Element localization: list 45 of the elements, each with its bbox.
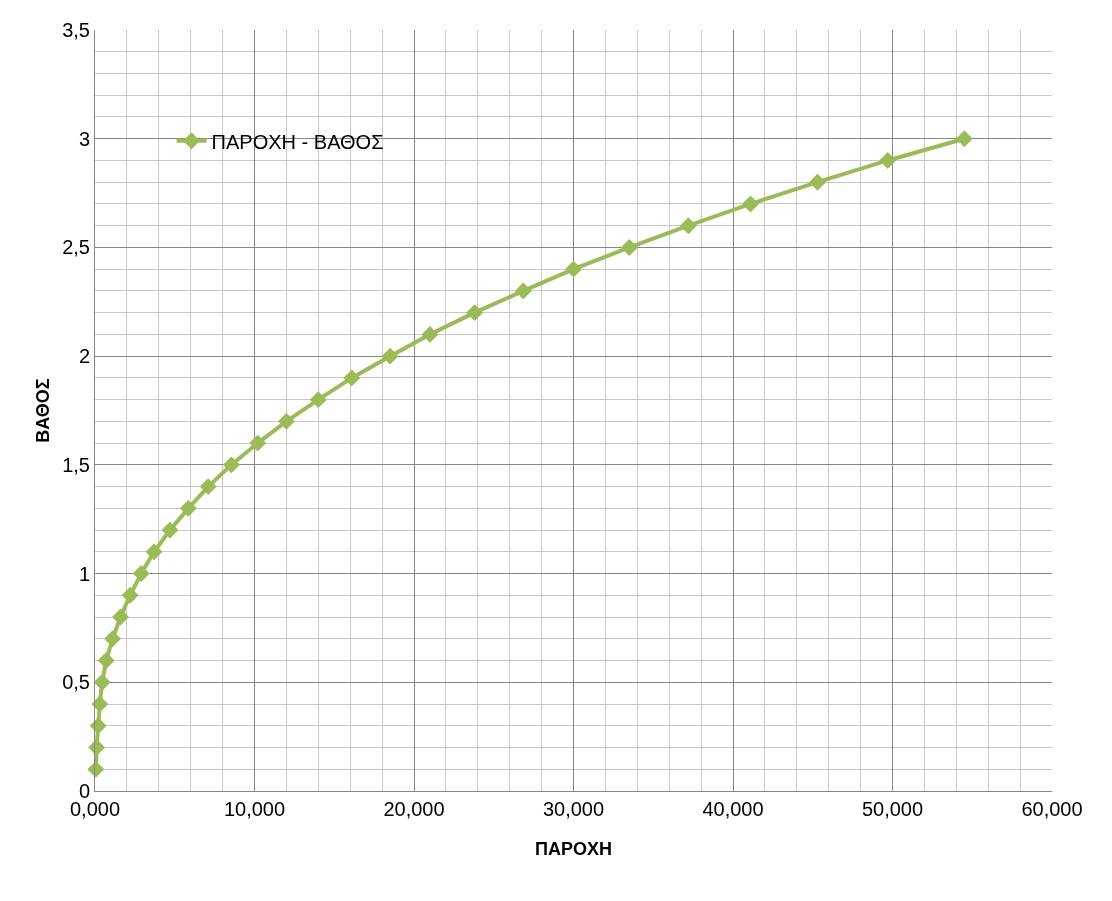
point: [112, 608, 129, 626]
point: [879, 152, 897, 169]
y-tick-label: 2,5: [62, 236, 90, 259]
point: [565, 260, 582, 278]
point: [88, 739, 106, 756]
point: [620, 238, 638, 256]
x-tick-label: 40,000: [702, 798, 764, 820]
point: [179, 499, 197, 517]
x-tick-label: 50,000: [861, 798, 924, 820]
point: [277, 412, 295, 430]
point: [132, 565, 150, 583]
point: [809, 173, 826, 191]
y-axis-title: ΒΑΘΟΣ: [33, 378, 53, 443]
point: [91, 695, 109, 713]
point: [249, 434, 267, 452]
x-tick-label: 30,000: [542, 798, 605, 820]
point: [199, 478, 217, 496]
point: [742, 195, 759, 213]
point: [104, 630, 121, 648]
y-tick-label: 1,5: [62, 453, 90, 476]
point: [89, 717, 107, 735]
x-tick-label: 60,000: [1021, 798, 1083, 820]
point: [145, 543, 163, 561]
y-tick-label: 3: [78, 127, 90, 150]
y-tick-label: 2: [78, 345, 90, 368]
point: [679, 217, 697, 235]
x-tick-label: 10,000: [223, 798, 286, 820]
x-axis-title: ΠΑΡΟΧΗ: [534, 839, 613, 859]
point: [121, 586, 139, 604]
point: [955, 130, 973, 148]
legend-label: ΠΑΡΟΧΗ - ΒΑΘΟΣ: [211, 130, 384, 153]
point: [381, 347, 399, 365]
point: [421, 325, 439, 343]
x-tick-label: 20,000: [383, 798, 445, 820]
y-tick-label: 3,5: [62, 19, 90, 41]
point: [161, 521, 179, 539]
point: [466, 304, 484, 322]
point: [343, 369, 361, 387]
y-tick-label: 1: [78, 562, 90, 585]
point: [514, 282, 532, 300]
point: [93, 673, 111, 691]
point: [97, 652, 115, 669]
point: [309, 391, 327, 409]
y-tick-label: 0,5: [62, 671, 90, 694]
point: [222, 456, 240, 474]
